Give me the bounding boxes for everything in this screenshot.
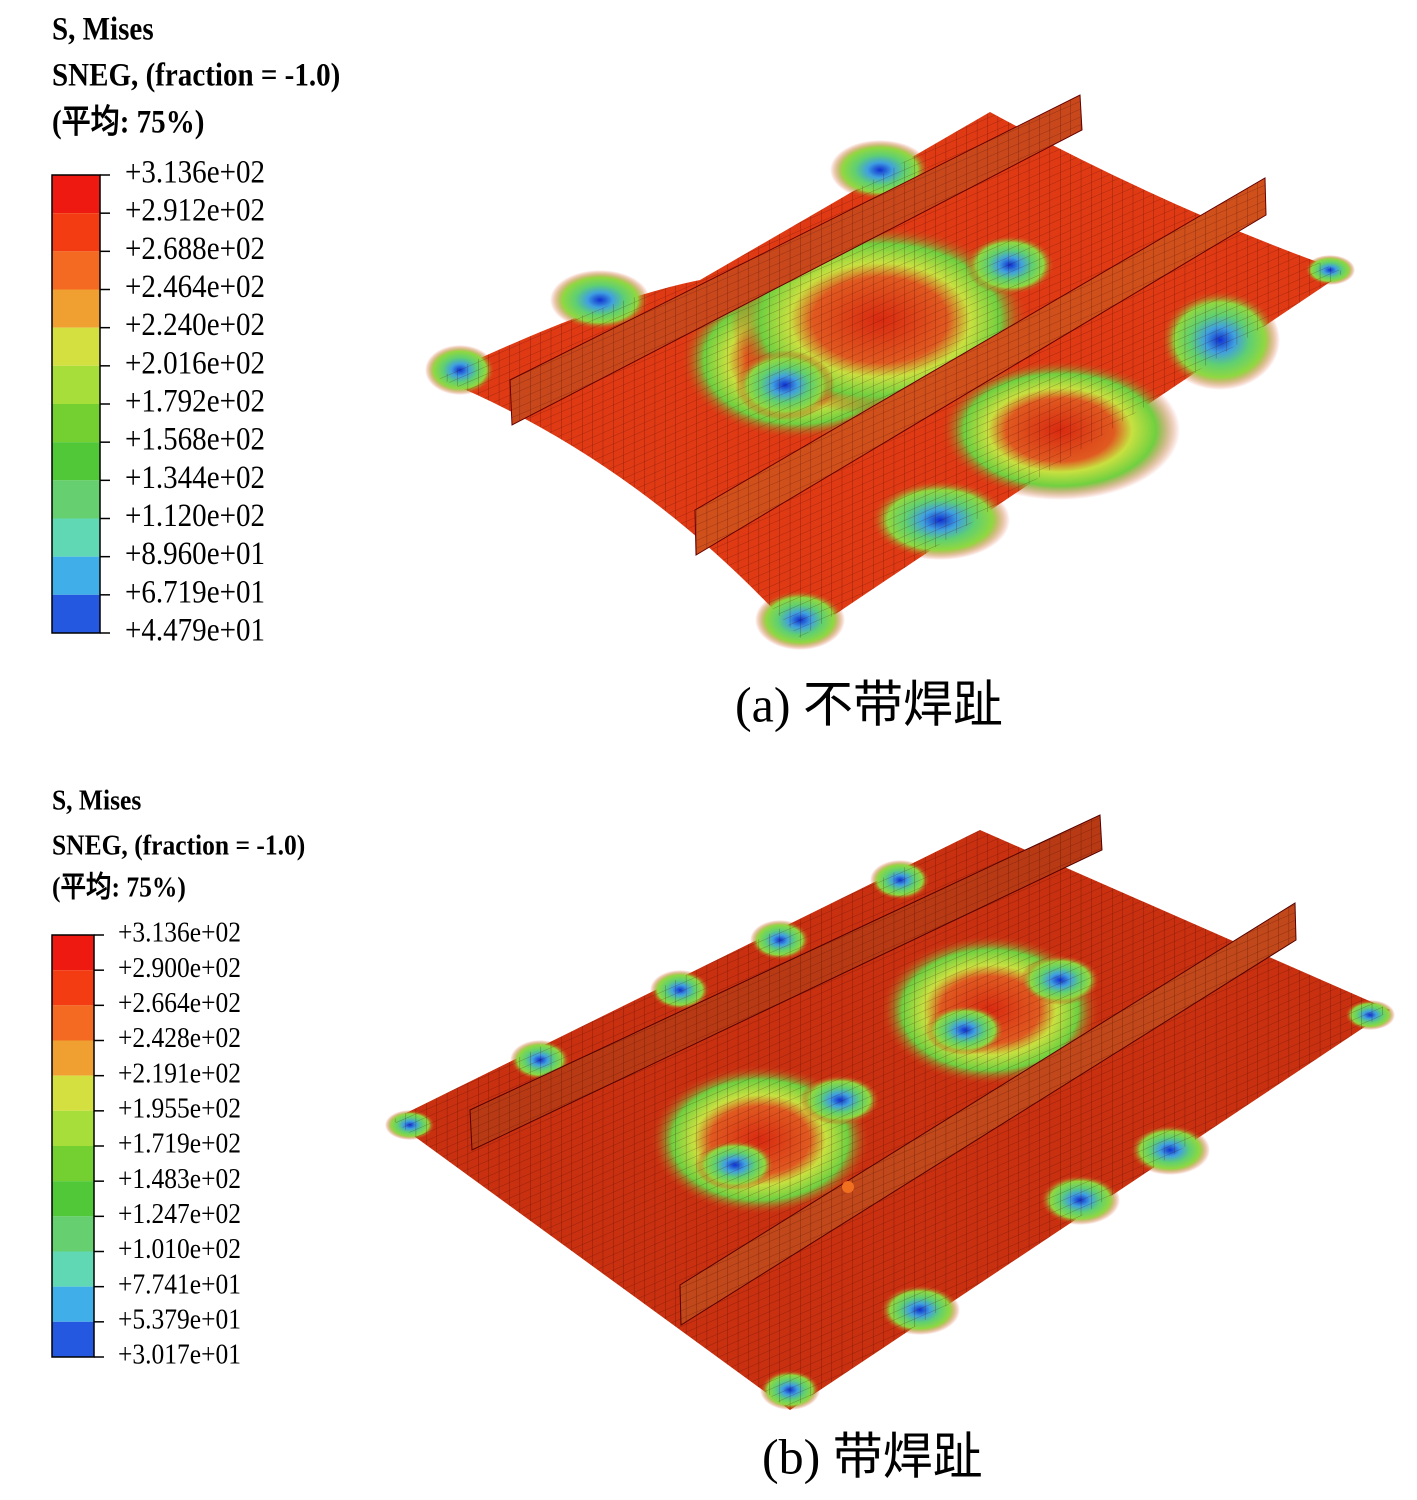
color-band — [52, 1110, 94, 1146]
color-band — [52, 327, 100, 366]
legend-tick-label: +4.479e+01 — [125, 611, 265, 648]
color-band — [52, 1181, 94, 1217]
legend-tick-label: +6.719e+01 — [125, 573, 265, 610]
fea-model-b — [385, 814, 1395, 1410]
color-band — [52, 518, 100, 557]
color-band — [52, 289, 100, 328]
legend-tick-label: +1.792e+02 — [125, 382, 265, 419]
legend-tick-label: +1.568e+02 — [125, 420, 265, 457]
legend-tick-label: +2.912e+02 — [125, 191, 265, 228]
color-band — [52, 1286, 94, 1322]
caption: (b) 带焊趾 — [762, 1428, 983, 1484]
color-band — [52, 1005, 94, 1041]
legend-title: SNEG, (fraction = -1.0) — [52, 56, 340, 93]
legend-tick-label: +2.016e+02 — [125, 344, 265, 381]
color-band — [52, 935, 94, 971]
color-band — [52, 970, 94, 1006]
color-band — [52, 175, 100, 214]
legend-tick-label: +2.688e+02 — [125, 229, 265, 266]
color-band — [52, 365, 100, 404]
color-band — [52, 1040, 94, 1076]
legend-tick-label: +7.741e+01 — [118, 1268, 241, 1300]
color-band — [52, 594, 100, 633]
legend-title: S, Mises — [52, 10, 154, 47]
legend-tick-label: +3.017e+01 — [118, 1338, 241, 1370]
legend-title: S, Mises — [52, 784, 141, 816]
legend-tick-label: +3.136e+02 — [118, 916, 241, 948]
legend-tick-label: +2.240e+02 — [125, 306, 265, 343]
color-band — [52, 442, 100, 481]
legend-tick-label: +2.664e+02 — [118, 987, 241, 1019]
legend-tick-label: +5.379e+01 — [118, 1303, 241, 1335]
color-band — [52, 213, 100, 252]
legend-title: (平均: 75%) — [52, 871, 186, 903]
legend-tick-label: +1.344e+02 — [125, 458, 265, 495]
legend-tick-label: +3.136e+02 — [125, 153, 265, 190]
legend-title: (平均: 75%) — [52, 103, 204, 140]
legend-tick-label: +2.464e+02 — [125, 267, 265, 304]
color-band — [52, 1146, 94, 1182]
legend-tick-label: +2.191e+02 — [118, 1057, 241, 1089]
legend-tick-label: +1.120e+02 — [125, 496, 265, 533]
legend-tick-label: +1.719e+02 — [118, 1127, 241, 1159]
color-band — [52, 404, 100, 443]
color-band — [52, 1075, 94, 1111]
fea-model-a — [425, 94, 1355, 650]
legend-tick-label: +2.900e+02 — [118, 951, 241, 983]
legend-title: SNEG, (fraction = -1.0) — [52, 829, 305, 861]
legend-tick-label: +8.960e+01 — [125, 535, 265, 572]
legend-tick-label: +1.247e+02 — [118, 1198, 241, 1230]
color-band — [52, 251, 100, 290]
legend-tick-label: +1.010e+02 — [118, 1233, 241, 1265]
color-band — [52, 1321, 94, 1357]
color-band — [52, 1216, 94, 1252]
legend-tick-label: +2.428e+02 — [118, 1022, 241, 1054]
legend-tick-label: +1.955e+02 — [118, 1092, 241, 1124]
color-band — [52, 480, 100, 519]
caption: (a) 不带焊趾 — [735, 676, 1003, 732]
color-band — [52, 1251, 94, 1287]
color-band — [52, 556, 100, 595]
legend-tick-label: +1.483e+02 — [118, 1162, 241, 1194]
